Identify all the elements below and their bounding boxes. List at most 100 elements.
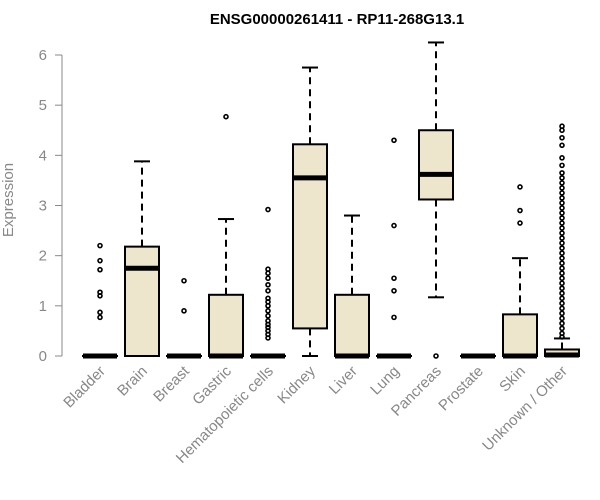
outlier-point: [559, 180, 565, 186]
outlier-point: [559, 220, 565, 226]
x-tick-label: Kidney: [274, 362, 319, 407]
outlier-point: [265, 287, 271, 294]
y-tick-label: 3: [39, 198, 47, 215]
boxplot-breast: [166, 277, 202, 359]
outlier-point: [391, 222, 397, 229]
outlier-point: [517, 184, 523, 190]
outlier-point: [559, 270, 565, 277]
x-tick-label: Skin: [496, 363, 529, 396]
box: [208, 293, 244, 357]
outlier-point: [559, 250, 565, 256]
outlier-point: [265, 295, 271, 302]
boxplot-bladder: [82, 242, 118, 359]
outlier-point: [559, 290, 565, 297]
outlier-point: [559, 123, 565, 130]
box: [502, 313, 538, 357]
box: [334, 293, 370, 357]
outlier-point: [97, 242, 103, 249]
outlier-point: [265, 266, 271, 273]
box: [292, 143, 328, 330]
outlier-point: [223, 113, 229, 120]
outlier-point: [559, 185, 565, 191]
outlier-point: [559, 142, 565, 149]
outlier-point: [97, 289, 103, 296]
boxplot-skin: [502, 184, 538, 359]
outlier-point: [559, 245, 565, 251]
boxplot-brain: [124, 160, 160, 358]
outlier-point: [391, 137, 397, 144]
outlier-point: [181, 308, 187, 314]
outlier-point: [391, 314, 397, 321]
outlier-point: [559, 235, 565, 241]
outlier-point: [265, 308, 271, 314]
outlier-point: [265, 318, 271, 324]
boxplot-kidney: [292, 66, 328, 357]
outlier-point: [181, 277, 187, 284]
outlier-point: [559, 134, 565, 141]
outlier-point: [517, 207, 523, 214]
outlier-point: [559, 330, 565, 337]
outlier-point: [559, 295, 565, 302]
boxplot-lung: [376, 137, 412, 359]
boxplot-unknown-other: [544, 123, 580, 358]
outlier-point: [559, 310, 565, 317]
y-tick-label: 0: [39, 348, 47, 365]
x-tick-label: Brain: [114, 363, 151, 400]
y-tick-label: 2: [39, 248, 47, 265]
box: [418, 129, 454, 201]
outlier-point: [559, 210, 565, 216]
outlier-point: [97, 257, 103, 264]
outlier-point: [265, 313, 271, 319]
outlier-point: [559, 200, 565, 206]
outlier-point: [559, 215, 565, 221]
outlier-point: [265, 206, 271, 213]
x-tick-label: Lung: [367, 363, 403, 399]
outlier-point: [265, 281, 271, 288]
x-tick-label: Bladder: [60, 363, 109, 412]
outlier-point: [559, 285, 565, 292]
outlier-point: [97, 314, 103, 321]
outlier-point: [559, 325, 565, 332]
outlier-point: [559, 240, 565, 246]
outlier-point: [265, 324, 271, 331]
outlier-point: [559, 170, 565, 176]
outlier-point: [559, 305, 565, 312]
outlier-point: [559, 300, 565, 307]
boxplot-hematopoietic-cells: [250, 206, 286, 359]
outlier-point: [97, 266, 103, 273]
y-axis-label: Expression: [0, 163, 17, 237]
outlier-point: [517, 220, 523, 226]
outlier-point: [559, 265, 565, 272]
outlier-point: [433, 353, 439, 359]
box: [124, 245, 160, 358]
outlier-point: [559, 175, 565, 181]
y-tick-label: 4: [39, 147, 47, 164]
outlier-point: [559, 190, 565, 196]
outlier-point: [559, 275, 565, 282]
outlier-point: [559, 255, 565, 261]
y-tick-label: 5: [39, 97, 47, 114]
outlier-point: [391, 275, 397, 282]
outlier-point: [559, 225, 565, 231]
y-tick-label: 6: [39, 47, 47, 64]
boxplot-gastric: [208, 113, 244, 359]
outlier-point: [265, 275, 271, 282]
outlier-point: [559, 315, 565, 322]
x-tick-label: Breast: [150, 362, 193, 405]
boxplot-pancreas: [418, 41, 454, 359]
chart-title: ENSG00000261411 - RP11-268G13.1: [210, 11, 464, 28]
outlier-point: [559, 205, 565, 211]
outlier-point: [559, 280, 565, 287]
outlier-point: [559, 230, 565, 236]
x-tick-label: Prostate: [435, 363, 487, 415]
outlier-point: [391, 287, 397, 294]
outlier-point: [97, 309, 103, 316]
outlier-point: [559, 155, 565, 161]
x-tick-label: Liver: [326, 363, 361, 398]
y-tick-label: 1: [39, 298, 47, 315]
y-axis: 0 1 2 3 4 5 6: [39, 47, 63, 365]
outlier-point: [559, 162, 565, 169]
